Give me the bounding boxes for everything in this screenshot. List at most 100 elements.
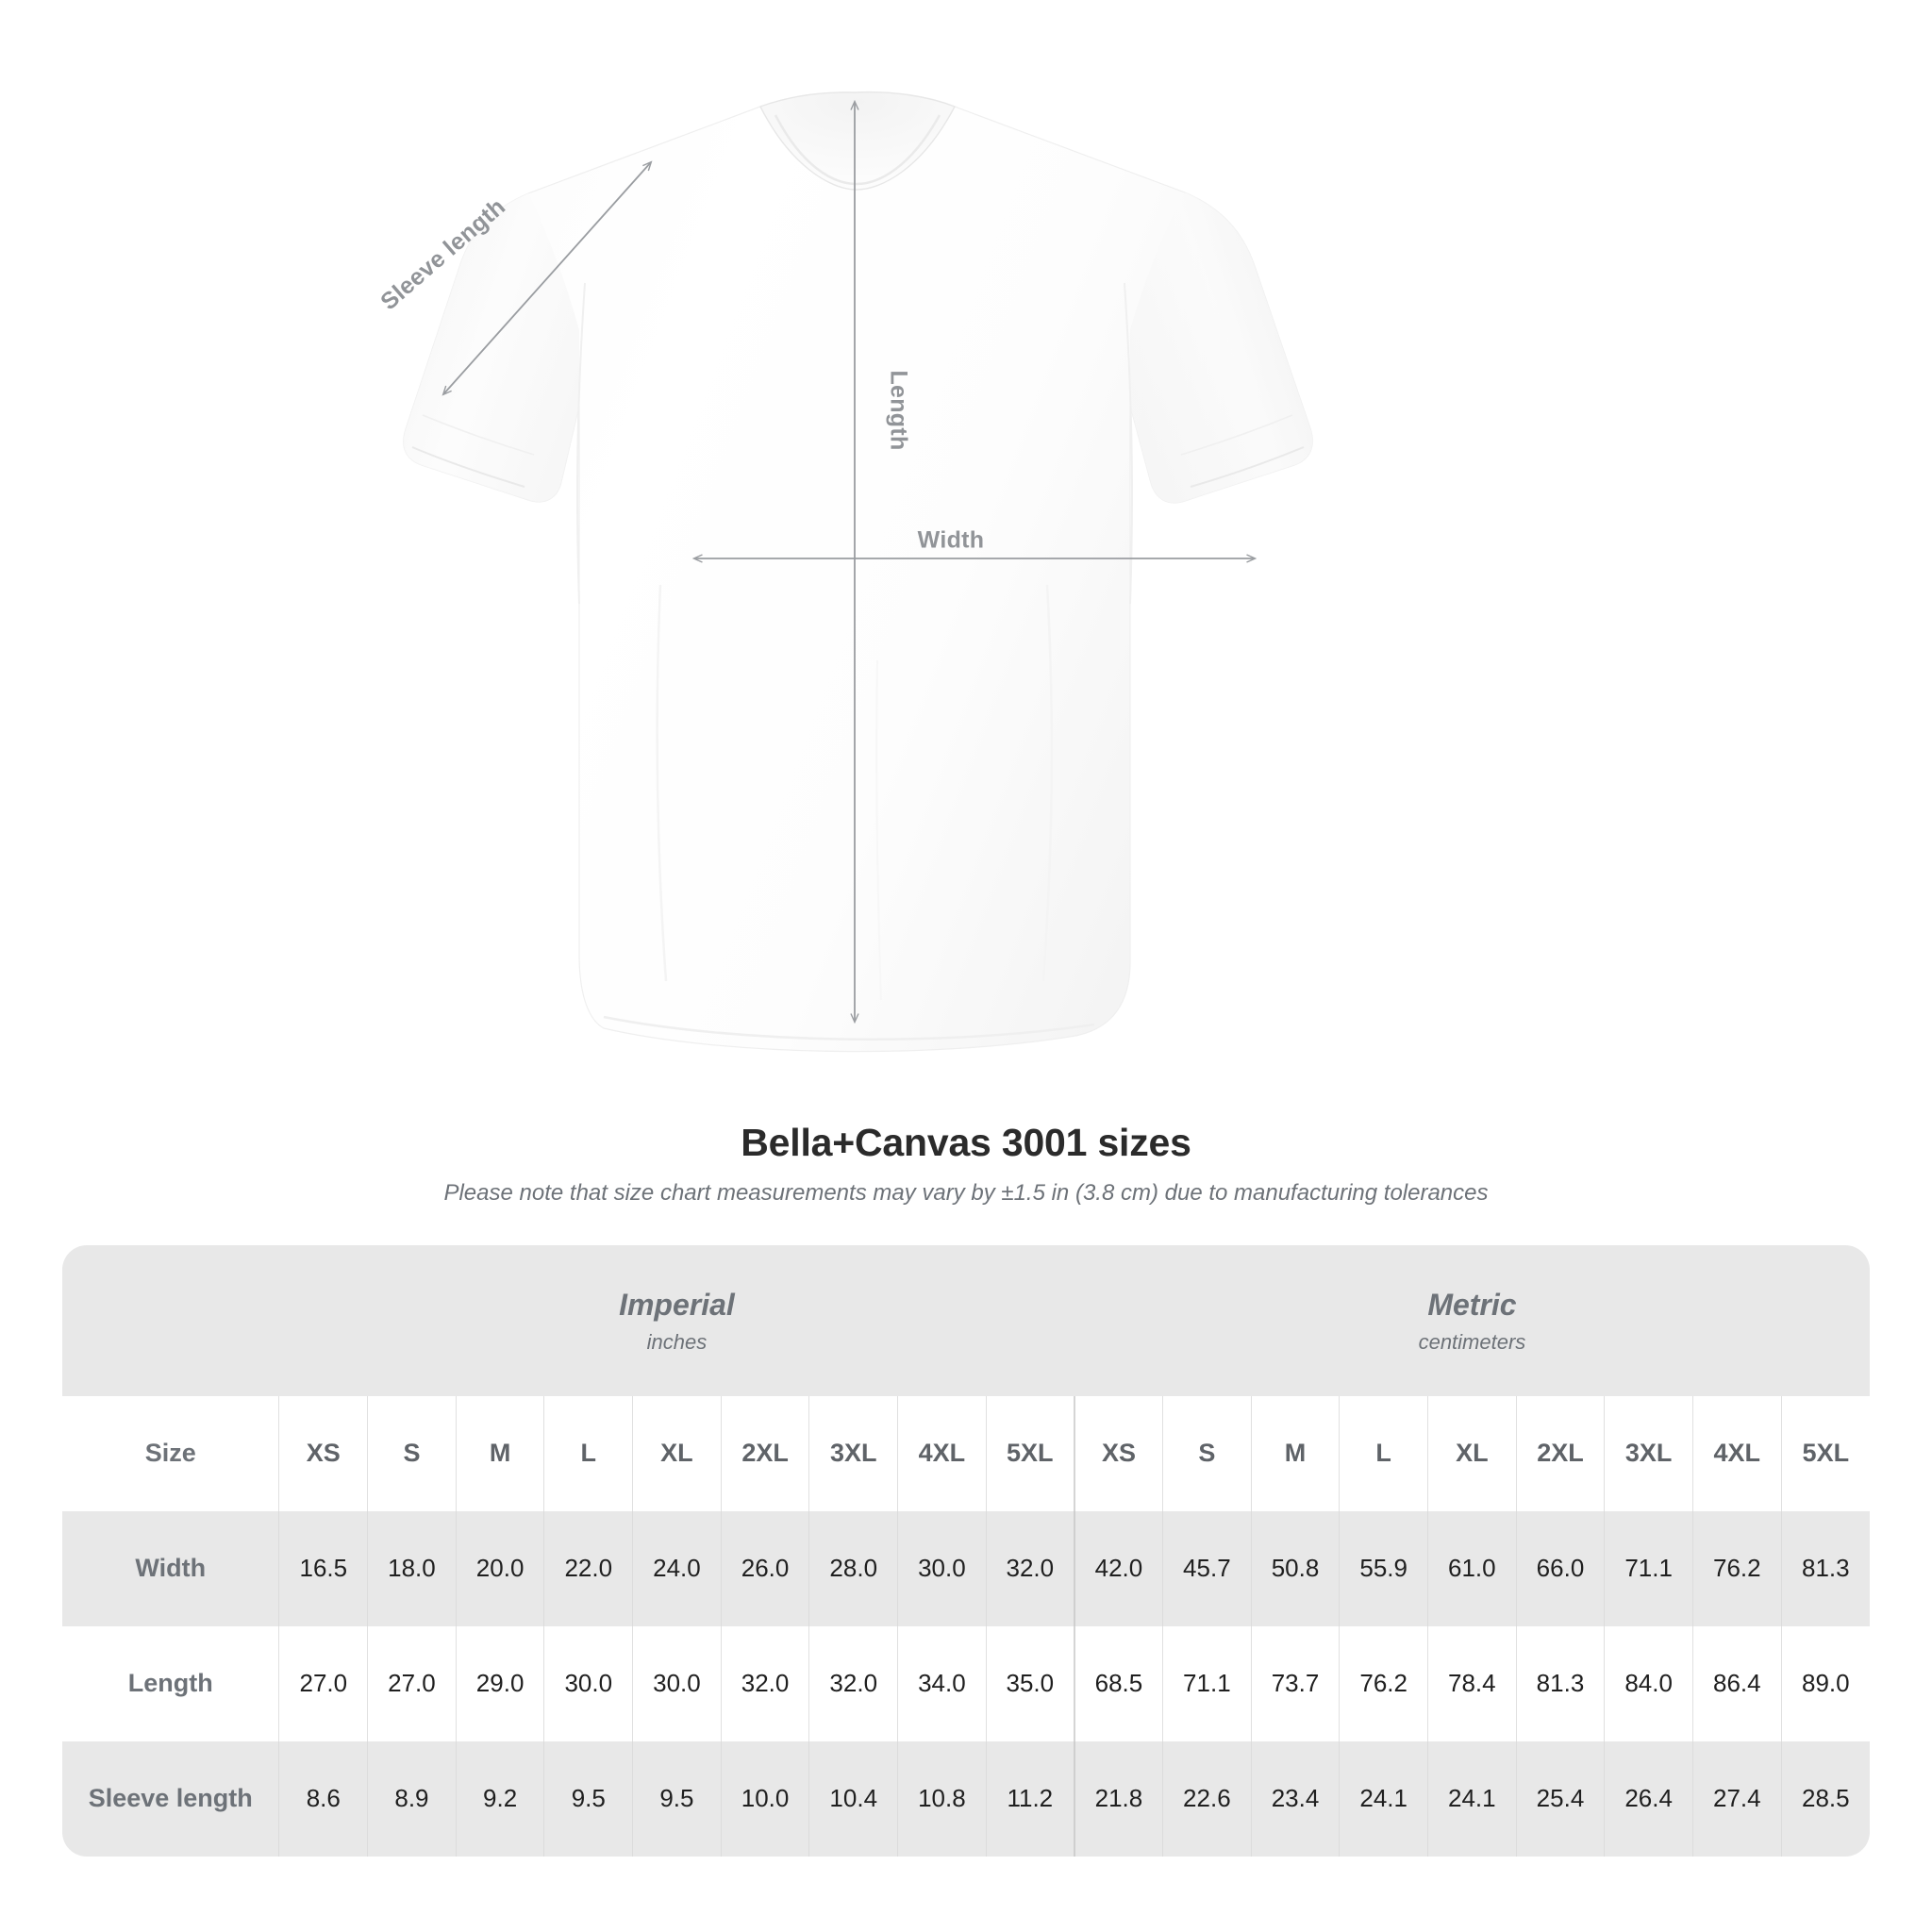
col-header-imperial-s: S (367, 1395, 457, 1511)
cell-length-metric-4xl: 86.4 (1691, 1625, 1782, 1741)
col-header-metric-m: M (1250, 1395, 1340, 1511)
col-header-imperial-xs: XS (278, 1395, 368, 1511)
cell-length-metric-l: 76.2 (1339, 1625, 1428, 1741)
cell-width-metric-xs: 42.0 (1073, 1510, 1163, 1626)
cell-width-imperial-5xl: 32.0 (985, 1510, 1074, 1626)
sleeve-length-dimension-arrow (443, 162, 651, 394)
col-header-imperial-4xl: 4XL (897, 1395, 987, 1511)
cell-width-imperial-xs: 16.5 (278, 1510, 368, 1626)
row-header-length: Length (62, 1625, 279, 1741)
cell-sleeve-metric-m: 23.4 (1250, 1740, 1340, 1857)
col-header-imperial-xl: XL (632, 1395, 722, 1511)
col-header-imperial-2xl: 2XL (720, 1395, 809, 1511)
cell-width-metric-5xl: 81.3 (1780, 1510, 1870, 1626)
cell-length-imperial-5xl: 35.0 (985, 1625, 1074, 1741)
col-header-metric-3xl: 3XL (1604, 1395, 1693, 1511)
cell-length-imperial-s: 27.0 (367, 1625, 457, 1741)
cell-sleeve-imperial-2xl: 10.0 (720, 1740, 809, 1857)
cell-length-imperial-2xl: 32.0 (720, 1625, 809, 1741)
cell-sleeve-metric-s: 22.6 (1162, 1740, 1252, 1857)
cell-sleeve-imperial-s: 8.9 (367, 1740, 457, 1857)
garment-diagram: Sleeve length Length Width (375, 91, 1313, 1053)
cell-width-metric-m: 50.8 (1250, 1510, 1340, 1626)
col-header-metric-2xl: 2XL (1515, 1395, 1605, 1511)
cell-width-imperial-s: 18.0 (367, 1510, 457, 1626)
width-label: Width (917, 526, 985, 554)
col-header-metric-l: L (1339, 1395, 1428, 1511)
cell-width-metric-3xl: 71.1 (1604, 1510, 1693, 1626)
cell-width-imperial-xl: 24.0 (632, 1510, 722, 1626)
cell-sleeve-metric-xs: 21.8 (1073, 1740, 1163, 1857)
col-header-metric-xs: XS (1073, 1395, 1163, 1511)
cell-length-metric-m: 73.7 (1250, 1625, 1340, 1741)
cell-sleeve-metric-xl: 24.1 (1427, 1740, 1517, 1857)
table-row: Sleeve length 8.6 8.9 9.2 9.5 9.5 10.0 1… (62, 1740, 1870, 1857)
row-header-width: Width (62, 1510, 279, 1626)
size-chart-table: Imperial inches Metric centimeters Size … (62, 1244, 1870, 1857)
cell-length-metric-s: 71.1 (1162, 1625, 1252, 1741)
cell-width-metric-s: 45.7 (1162, 1510, 1252, 1626)
row-header-sleeve-length: Sleeve length (62, 1740, 279, 1857)
cell-width-metric-2xl: 66.0 (1515, 1510, 1605, 1626)
cell-sleeve-metric-3xl: 26.4 (1604, 1740, 1693, 1857)
cell-length-imperial-xs: 27.0 (278, 1625, 368, 1741)
cell-width-metric-xl: 61.0 (1427, 1510, 1517, 1626)
size-table-container: Imperial inches Metric centimeters Size … (62, 1244, 1870, 1857)
cell-sleeve-imperial-xl: 9.5 (632, 1740, 722, 1857)
chart-heading: Bella+Canvas 3001 sizes Please note that… (0, 1121, 1932, 1208)
cell-width-imperial-l: 22.0 (543, 1510, 633, 1626)
unit-metric-name: Metric (1427, 1287, 1517, 1322)
col-header-imperial-m: M (455, 1395, 544, 1511)
unit-banner-spacer (62, 1244, 279, 1396)
cell-sleeve-imperial-4xl: 10.8 (897, 1740, 987, 1857)
cell-length-metric-2xl: 81.3 (1515, 1625, 1605, 1741)
cell-sleeve-metric-2xl: 25.4 (1515, 1740, 1605, 1857)
col-header-metric-5xl: 5XL (1780, 1395, 1870, 1511)
col-header-metric-xl: XL (1427, 1395, 1517, 1511)
cell-width-metric-4xl: 76.2 (1691, 1510, 1782, 1626)
tshirt-illustration (403, 91, 1313, 1053)
table-row: Width 16.5 18.0 20.0 22.0 24.0 26.0 28.0… (62, 1510, 1870, 1626)
unit-banner-row: Imperial inches Metric centimeters (62, 1244, 1870, 1396)
table-row: Length 27.0 27.0 29.0 30.0 30.0 32.0 32.… (62, 1625, 1870, 1741)
cell-sleeve-imperial-xs: 8.6 (278, 1740, 368, 1857)
cell-length-imperial-xl: 30.0 (632, 1625, 722, 1741)
cell-width-imperial-m: 20.0 (455, 1510, 544, 1626)
cell-length-metric-xl: 78.4 (1427, 1625, 1517, 1741)
size-header-row: Size XS S M L XL 2XL 3XL 4XL 5XL XS S M … (62, 1395, 1870, 1511)
size-corner-label: Size (62, 1395, 279, 1511)
unit-imperial-sub: inches (646, 1329, 708, 1354)
unit-group-metric: Metric centimeters (1074, 1244, 1870, 1396)
cell-sleeve-imperial-m: 9.2 (455, 1740, 544, 1857)
shirt-body-shape (403, 91, 1313, 1053)
cell-length-metric-5xl: 89.0 (1780, 1625, 1870, 1741)
unit-group-imperial: Imperial inches (278, 1244, 1074, 1396)
col-header-imperial-5xl: 5XL (985, 1395, 1074, 1511)
cell-width-imperial-4xl: 30.0 (897, 1510, 987, 1626)
cell-sleeve-metric-5xl: 28.5 (1780, 1740, 1870, 1857)
col-header-imperial-3xl: 3XL (808, 1395, 898, 1511)
cell-length-imperial-m: 29.0 (455, 1625, 544, 1741)
cell-width-imperial-3xl: 28.0 (808, 1510, 898, 1626)
cell-sleeve-metric-4xl: 27.4 (1691, 1740, 1782, 1857)
cell-width-imperial-2xl: 26.0 (720, 1510, 809, 1626)
page-title: Bella+Canvas 3001 sizes (741, 1121, 1191, 1164)
col-header-metric-s: S (1162, 1395, 1252, 1511)
cell-width-metric-l: 55.9 (1339, 1510, 1428, 1626)
cell-sleeve-metric-l: 24.1 (1339, 1740, 1428, 1857)
cell-length-imperial-l: 30.0 (543, 1625, 633, 1741)
col-header-metric-4xl: 4XL (1691, 1395, 1782, 1511)
cell-sleeve-imperial-l: 9.5 (543, 1740, 633, 1857)
cell-sleeve-imperial-3xl: 10.4 (808, 1740, 898, 1857)
length-label: Length (885, 370, 912, 451)
cell-length-metric-xs: 68.5 (1073, 1625, 1163, 1741)
cell-sleeve-imperial-5xl: 11.2 (985, 1740, 1074, 1857)
tolerance-note: Please note that size chart measurements… (443, 1180, 1489, 1207)
col-header-imperial-l: L (543, 1395, 633, 1511)
unit-metric-sub: centimeters (1418, 1329, 1526, 1354)
cell-length-imperial-3xl: 32.0 (808, 1625, 898, 1741)
unit-imperial-name: Imperial (619, 1287, 735, 1322)
cell-length-imperial-4xl: 34.0 (897, 1625, 987, 1741)
cell-length-metric-3xl: 84.0 (1604, 1625, 1693, 1741)
